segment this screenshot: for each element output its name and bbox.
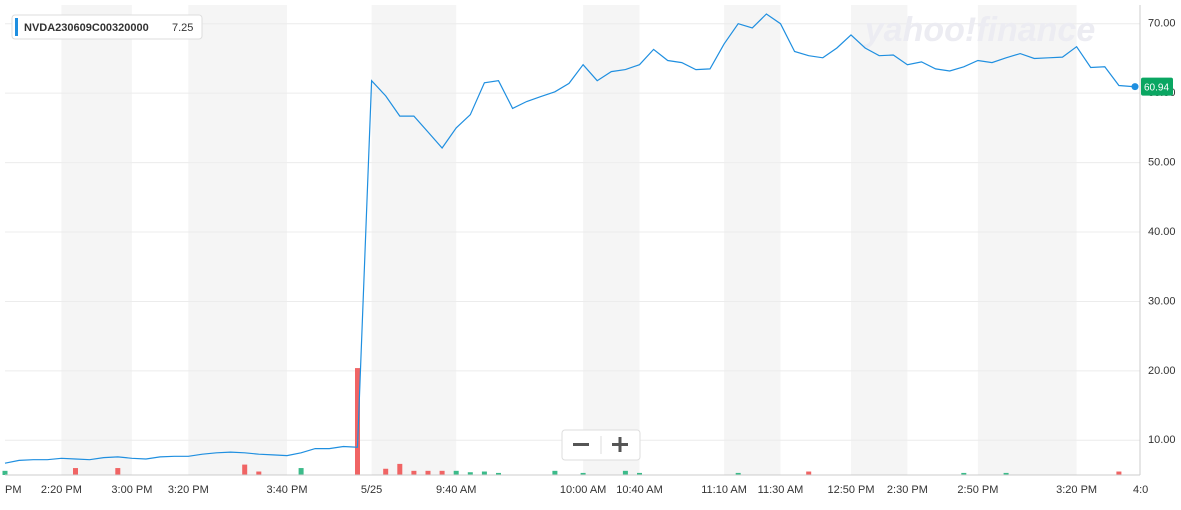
- legend-title: NVDA230609C00320000: [24, 22, 149, 34]
- volume-bar: [580, 472, 586, 475]
- x-tick-label: 10:40 AM: [616, 484, 662, 496]
- time-band: [583, 5, 640, 475]
- y-tick-label: 10.00: [1148, 434, 1176, 446]
- legend-swatch: [15, 18, 18, 36]
- volume-bar: [73, 468, 78, 475]
- volume-bar: [1116, 471, 1122, 475]
- watermark: yahoo!finance: [863, 11, 1095, 49]
- volume-bar: [439, 470, 445, 475]
- last-point: [1131, 83, 1139, 91]
- time-band: [371, 5, 457, 475]
- volume-bar: [735, 472, 741, 475]
- x-tick-label: 3:20 PM: [168, 484, 209, 496]
- legend: NVDA230609C00320000 7.25: [11, 14, 203, 40]
- volume-bar: [496, 472, 501, 475]
- volume-bar: [383, 468, 389, 475]
- x-tick-label: 12:50 PM: [827, 484, 874, 496]
- volume-bar: [355, 368, 360, 475]
- x-tick-label: PM: [5, 484, 22, 496]
- legend-box: [11, 14, 203, 40]
- volume-bar: [2, 470, 8, 475]
- x-tick-label: 4:0: [1133, 484, 1148, 496]
- y-tick-label: 30.00: [1148, 295, 1176, 307]
- volume-bar: [453, 470, 459, 475]
- volume-bar: [242, 464, 248, 475]
- x-tick-label: 2:50 PM: [957, 484, 998, 496]
- x-tick-label: 2:30 PM: [887, 484, 928, 496]
- volume-bar: [481, 471, 487, 475]
- volume-bar: [298, 468, 304, 475]
- legend-value: 7.25: [172, 22, 193, 34]
- x-tick-label: 9:40 AM: [436, 484, 476, 496]
- volume-bar: [1003, 472, 1009, 475]
- y-tick-label: 70.00: [1148, 18, 1176, 30]
- price-line: [4, 13, 1134, 464]
- y-tick-label: 40.00: [1148, 226, 1176, 238]
- x-tick-label: 5/25: [361, 484, 382, 496]
- y-tick-label: 50.00: [1148, 156, 1176, 168]
- volume-bar: [411, 470, 417, 475]
- x-tick-label: 11:10 AM: [701, 484, 747, 496]
- zoom-controls: [561, 429, 641, 461]
- last-price-label: 60.94: [1144, 82, 1169, 93]
- volume-bar: [115, 468, 121, 475]
- volume-bar: [622, 470, 628, 475]
- volume-bar: [467, 472, 473, 475]
- volume-bar: [552, 470, 558, 475]
- volume-bar: [961, 472, 967, 475]
- x-tick-label: 3:40 PM: [267, 484, 308, 496]
- time-band: [724, 5, 781, 475]
- zoom-in[interactable]: [612, 437, 628, 452]
- x-tick-label: 3:20 PM: [1056, 484, 1097, 496]
- time-band: [851, 5, 908, 475]
- volume-bar: [425, 470, 431, 475]
- y-tick-label: 20.00: [1148, 365, 1176, 377]
- x-tick-label: 2:20 PM: [41, 484, 82, 496]
- volume-bar: [397, 463, 403, 475]
- time-band: [188, 5, 287, 475]
- time-band: [61, 5, 132, 475]
- time-band: [977, 5, 1077, 475]
- volume-bar: [806, 471, 812, 475]
- volume-bar: [637, 472, 642, 475]
- zoom-out[interactable]: [573, 443, 589, 446]
- last-price-badge: [1141, 77, 1173, 96]
- x-tick-label: 3:00 PM: [111, 484, 152, 496]
- x-tick-label: 10:00 AM: [560, 484, 606, 496]
- volume-bar: [256, 471, 262, 475]
- x-tick-label: 11:30 AM: [758, 484, 804, 496]
